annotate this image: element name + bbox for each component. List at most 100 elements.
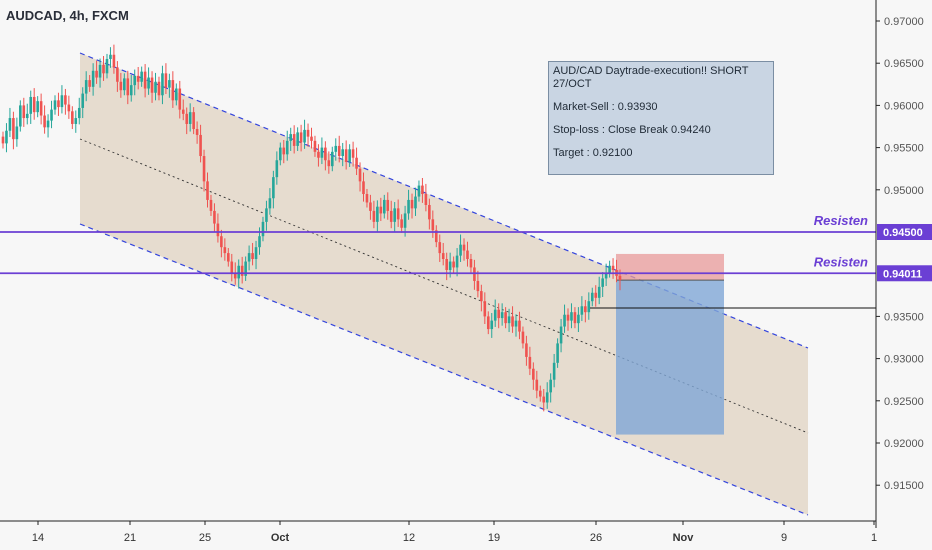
candle-body [525,343,528,357]
candle-body [192,112,195,130]
candle-body [545,392,549,403]
candle-body [299,132,303,143]
candle-body [147,77,150,89]
candle-body [126,78,130,96]
candle-body [563,314,566,327]
candle-body [46,120,50,128]
candle-body [12,118,15,140]
candle-body [213,210,216,224]
candle-body [133,75,137,86]
candle-body [161,73,164,96]
candle-body [559,326,563,344]
time-tick-label: 1 [871,532,877,544]
candle-body [500,312,504,319]
candle-body [379,206,383,214]
candle-body [25,113,29,119]
candle-body [577,314,580,324]
candle-body [223,247,227,254]
candle-body [459,244,462,256]
candle-body [265,208,268,222]
candle-body [1,136,5,144]
candle-body [493,309,497,321]
note-target: Target : 0.92100 [553,147,633,159]
candle-body [421,185,424,195]
channel-mid-line [79,138,809,434]
candle-body [206,181,209,200]
candle-body [102,64,105,74]
candle-body [490,320,494,330]
candle-body [566,314,570,321]
candle-body [292,134,296,146]
candle-body [105,58,109,74]
candle-body [178,88,182,110]
resistance-label: Resisten [814,254,868,269]
candle-body [15,126,19,140]
candle-body [486,316,490,330]
candle-body [109,54,112,59]
candle-body [341,149,344,157]
candle-body [414,196,417,209]
price-tick-label: 0.92000 [884,438,924,450]
candle-body [601,278,604,287]
candle-body [473,267,476,281]
candle-body [580,306,584,315]
candle-body [154,81,157,93]
candle-body [514,320,518,327]
candle-body [337,145,341,157]
trade-zones-layer [616,253,724,435]
candle-body [320,147,324,158]
candle-body [240,265,244,276]
candle-body [261,221,265,237]
candle-body [511,316,514,327]
candle-body [129,85,133,96]
candle-body [469,259,473,268]
candle-body [483,301,487,317]
candle-body [171,80,175,101]
candle-body [175,88,178,101]
candle-body [355,157,358,169]
candle-body [71,111,74,124]
price-tag-label: 0.94500 [883,227,923,239]
candle-body [611,265,615,270]
candle-body [445,259,448,270]
stop-loss-zone [616,253,724,281]
candle-body [407,199,410,214]
trade-note-box[interactable]: AUD/CAD Daytrade-execution!! SHORT 27/OC… [548,61,774,175]
price-tick-label: 0.93500 [884,311,924,323]
candle-body [140,71,143,82]
candle-body [216,223,220,237]
candle-body [91,70,95,87]
candle-body [237,265,241,279]
candles-layer [1,44,622,412]
candle-body [8,118,12,131]
price-tick-label: 0.96500 [884,58,924,70]
candle-body [327,160,331,167]
candle-body [220,236,223,248]
candle-body [552,362,556,380]
candle-body [95,70,98,78]
candle-body [123,78,126,91]
candle-body [60,95,64,108]
candle-body [50,109,53,121]
candle-body [348,149,351,162]
candle-body [88,80,91,87]
candle-body [369,202,372,211]
candle-body [247,253,251,262]
candle-body [382,199,386,214]
candle-body [424,194,428,205]
candle-body [227,253,230,262]
candle-body [455,255,459,268]
candle-body [542,396,546,403]
candle-body [313,140,317,152]
candle-body [36,101,39,113]
candle-body [504,312,507,324]
candle-body [181,109,185,114]
candle-body [452,261,455,268]
price-tick-label: 0.93000 [884,354,924,366]
note-market-sell: Market-Sell : 0.93930 [553,101,658,113]
candle-body [195,129,199,135]
candle-body [608,265,611,273]
candle-body [604,272,608,279]
